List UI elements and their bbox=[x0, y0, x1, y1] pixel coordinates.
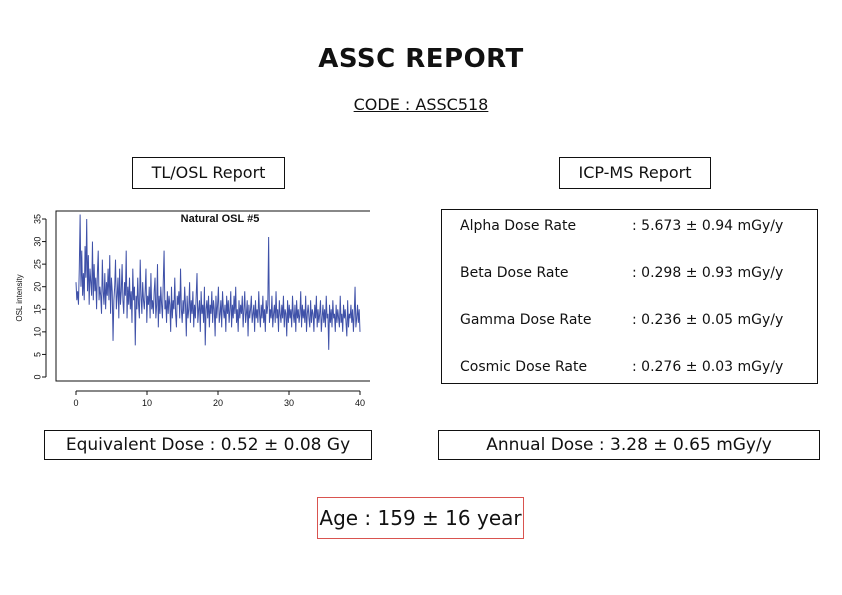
y-tick-label: 35 bbox=[32, 214, 42, 224]
x-tick-label: 0 bbox=[73, 398, 78, 408]
cosmic-dose-label: Cosmic Dose Rate bbox=[460, 359, 588, 375]
y-tick-label: 30 bbox=[32, 237, 42, 247]
gamma-dose-label: Gamma Dose Rate bbox=[460, 312, 592, 328]
y-tick-label: 20 bbox=[32, 282, 42, 292]
x-tick-label: 20 bbox=[213, 398, 223, 408]
tlosl-section-label: TL/OSL Report bbox=[132, 157, 285, 189]
osl-chart: Natural OSL #5 0 10 20 30 40 0 5 10 15 20 25 30 35 OSL… bbox=[15, 210, 370, 408]
icpms-dose-table: Alpha Dose Rate : 5.673 ± 0.94 mGy/y Bet… bbox=[441, 209, 818, 384]
alpha-dose-label: Alpha Dose Rate bbox=[460, 218, 577, 234]
y-tick-label: 15 bbox=[32, 304, 42, 314]
page-title: ASSC REPORT bbox=[318, 44, 524, 74]
beta-dose-value: : 0.298 ± 0.93 mGy/y bbox=[632, 265, 784, 281]
x-tick-label: 30 bbox=[284, 398, 294, 408]
y-tick-label: 5 bbox=[32, 352, 42, 357]
y-axis-label: OSL intensity bbox=[15, 274, 24, 321]
icpms-section-label: ICP-MS Report bbox=[559, 157, 711, 189]
beta-dose-label: Beta Dose Rate bbox=[460, 265, 569, 281]
report-code: CODE : ASSC518 bbox=[353, 95, 489, 114]
equivalent-dose-box: Equivalent Dose : 0.52 ± 0.08 Gy bbox=[44, 430, 372, 460]
chart-title: Natural OSL #5 bbox=[181, 213, 260, 225]
y-tick-label: 0 bbox=[32, 374, 42, 379]
cosmic-dose-value: : 0.276 ± 0.03 mGy/y bbox=[632, 359, 784, 375]
osl-series-line bbox=[75, 214, 361, 350]
age-result-box: Age : 159 ± 16 year bbox=[317, 497, 524, 539]
y-tick-label: 10 bbox=[32, 327, 42, 337]
x-tick-label: 10 bbox=[142, 398, 152, 408]
y-tick-label: 25 bbox=[32, 259, 42, 269]
plot-frame bbox=[55, 210, 370, 382]
x-tick-label: 40 bbox=[355, 398, 365, 408]
alpha-dose-value: : 5.673 ± 0.94 mGy/y bbox=[632, 218, 784, 234]
gamma-dose-value: : 0.236 ± 0.05 mGy/y bbox=[632, 312, 784, 328]
annual-dose-box: Annual Dose : 3.28 ± 0.65 mGy/y bbox=[438, 430, 820, 460]
